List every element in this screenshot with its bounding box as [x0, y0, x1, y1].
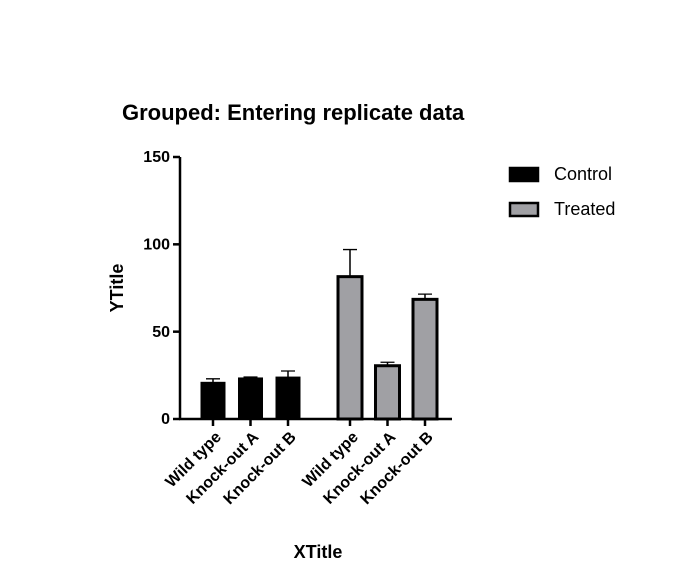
bar: [275, 376, 301, 420]
y-tick-label: 100: [143, 237, 170, 254]
chart-title: Grouped: Entering replicate data: [122, 100, 465, 125]
legend-swatch: [508, 166, 540, 183]
y-tick-label: 50: [152, 324, 170, 341]
y-tick-label: 0: [161, 411, 170, 428]
bar: [411, 297, 439, 421]
y-tick-label: 150: [143, 149, 170, 166]
bar: [336, 275, 364, 421]
x-axis-title: XTitle: [294, 542, 343, 562]
bar: [374, 364, 401, 421]
bar: [200, 381, 226, 420]
legend-label: Treated: [554, 199, 615, 219]
y-axis-title: YTitle: [107, 264, 127, 313]
legend-label: Control: [554, 164, 612, 184]
bar: [238, 377, 263, 420]
legend-swatch: [508, 201, 540, 218]
